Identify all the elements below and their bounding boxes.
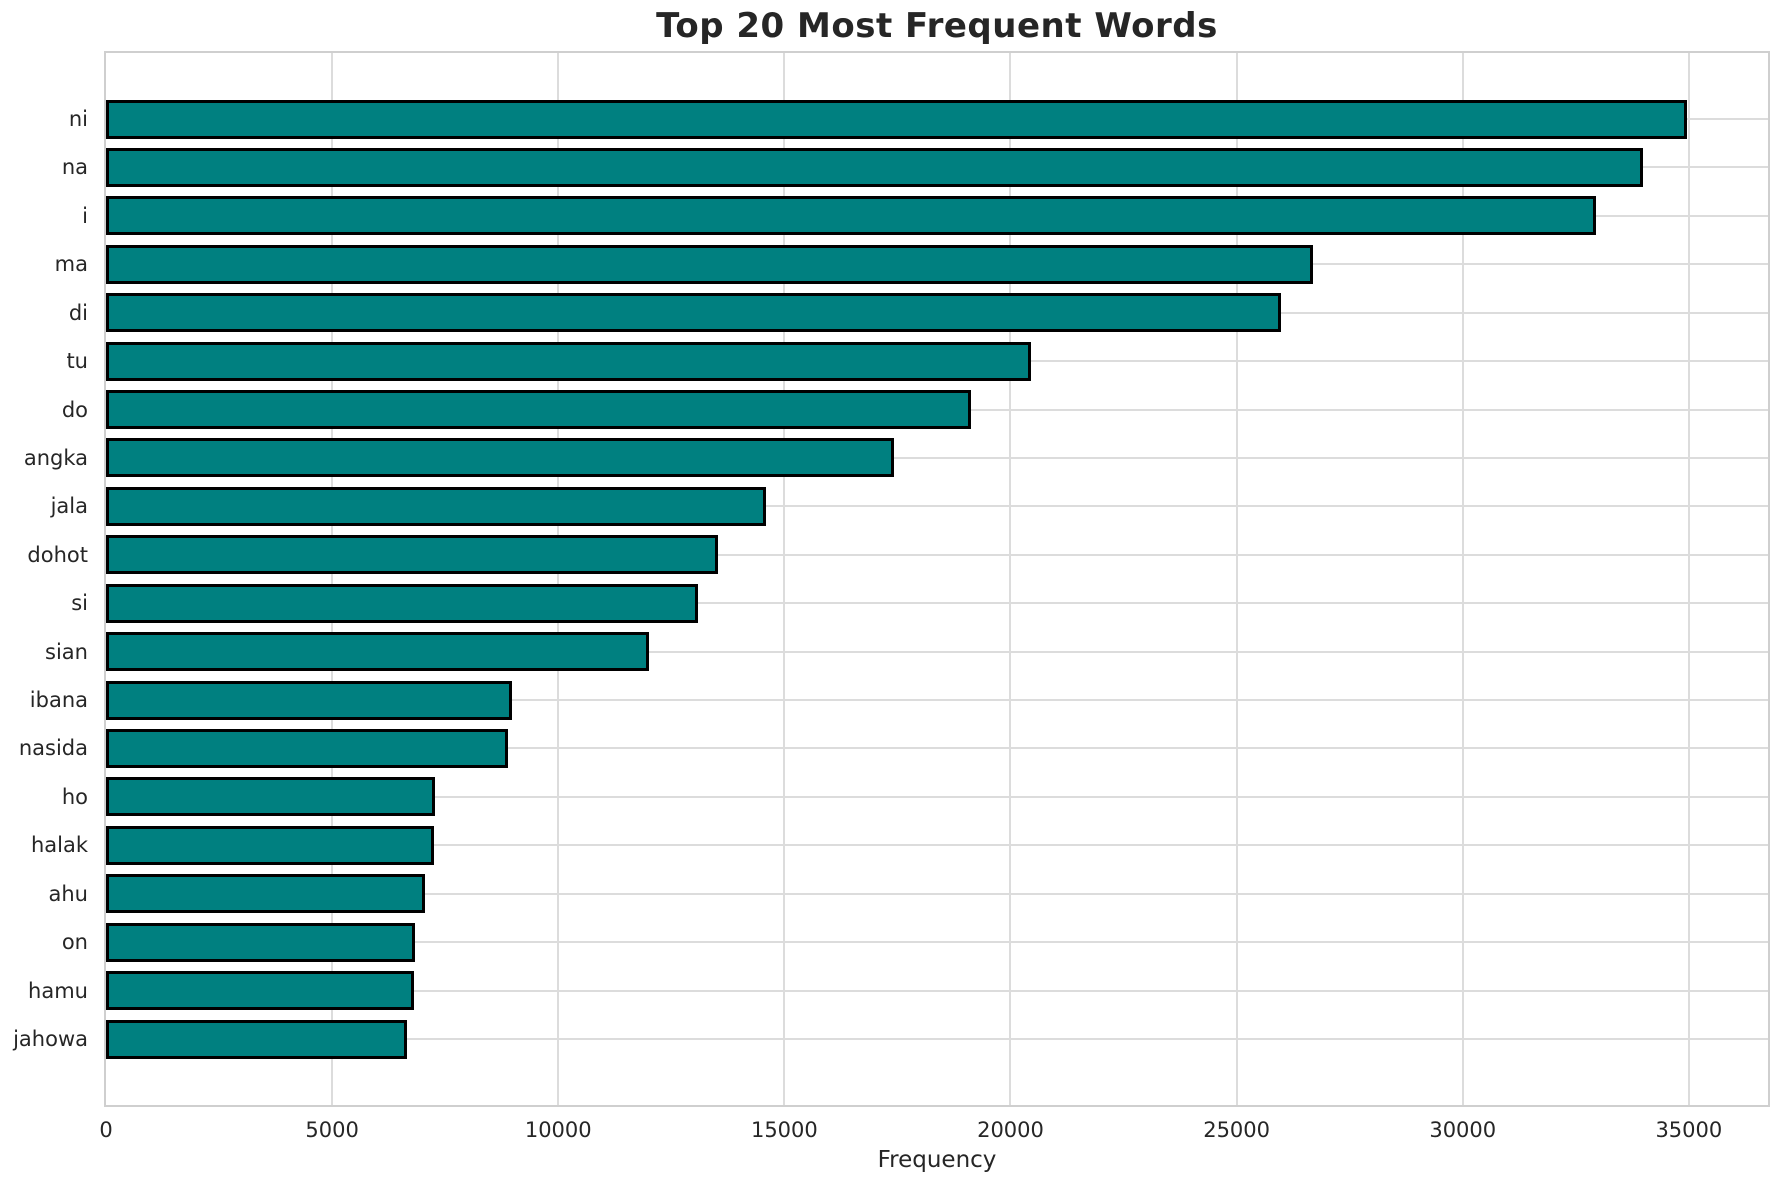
plot-area	[104, 51, 1770, 1107]
y-tick-label-ibana: ibana	[29, 688, 88, 713]
y-tick-label-jala: jala	[50, 494, 88, 519]
y-tick-label-halak: halak	[30, 833, 88, 858]
bar-jahowa	[106, 1019, 407, 1059]
bar-na	[106, 147, 1643, 187]
gridline-horizontal	[106, 699, 1768, 702]
y-tick-label-di: di	[68, 300, 88, 325]
bar-ni	[106, 99, 1687, 139]
gridline-horizontal	[106, 747, 1768, 750]
y-tick-label-si: si	[71, 591, 88, 616]
bar-angka	[106, 438, 895, 478]
gridline-horizontal	[106, 602, 1768, 605]
gridline-horizontal	[106, 553, 1768, 556]
y-tick-label-ho: ho	[61, 784, 88, 809]
bar-on	[106, 922, 415, 962]
x-tick-label-20000: 20000	[977, 1118, 1044, 1142]
bar-dohot	[106, 535, 718, 575]
y-tick-label-tu: tu	[66, 349, 88, 374]
x-axis-label: Frequency	[877, 1147, 997, 1173]
bar-ho	[106, 777, 436, 817]
y-tick-label-ma: ma	[54, 252, 88, 277]
bar-si	[106, 583, 698, 623]
x-tick-label-10000: 10000	[524, 1118, 592, 1142]
gridline-horizontal	[106, 844, 1768, 847]
y-tick-label-do: do	[61, 397, 88, 422]
bar-jala	[106, 486, 767, 526]
x-tick-label-35000: 35000	[1655, 1118, 1723, 1142]
gridline-horizontal	[106, 456, 1768, 459]
bar-ma	[106, 244, 1313, 284]
y-tick-label-ahu: ahu	[48, 881, 89, 906]
chart-title: Top 20 Most Frequent Words	[656, 6, 1218, 46]
y-tick-label-jahowa: jahowa	[13, 1027, 88, 1051]
bar-tu	[106, 341, 1031, 381]
y-tick-label-dohot: dohot	[27, 542, 88, 567]
gridline-horizontal	[106, 795, 1768, 798]
bar-nasida	[106, 728, 509, 768]
gridline-horizontal	[106, 650, 1768, 653]
y-tick-label-nasida: nasida	[18, 736, 88, 761]
x-tick-label-30000: 30000	[1429, 1118, 1497, 1142]
y-tick-label-on: on	[61, 930, 88, 955]
gridline-vertical	[1461, 53, 1464, 1105]
y-tick-label-i: i	[82, 203, 88, 228]
bar-i	[106, 196, 1596, 236]
gridline-horizontal	[106, 505, 1768, 508]
bar-ibana	[106, 680, 512, 720]
bar-ahu	[106, 874, 425, 914]
bar-di	[106, 293, 1281, 333]
gridline-horizontal	[106, 941, 1768, 944]
y-tick-label-ni: ni	[68, 107, 88, 131]
y-tick-label-na: na	[61, 155, 88, 180]
gridline-vertical	[331, 53, 334, 1105]
x-tick-label-0: 0	[99, 1118, 113, 1142]
bar-hamu	[106, 971, 415, 1011]
gridline-horizontal	[106, 1038, 1768, 1040]
y-tick-label-hamu: hamu	[28, 978, 88, 1003]
x-tick-label-15000: 15000	[750, 1118, 818, 1142]
gridline-vertical	[557, 53, 560, 1105]
y-tick-label-angka: angka	[23, 445, 88, 470]
x-tick-label-25000: 25000	[1203, 1118, 1271, 1142]
bar-do	[106, 390, 972, 430]
bar-halak	[106, 825, 434, 865]
y-tick-label-sian: sian	[45, 639, 88, 664]
gridline-horizontal	[106, 989, 1768, 992]
gridline-vertical	[783, 53, 786, 1105]
x-tick-label-5000: 5000	[305, 1118, 359, 1142]
gridline-vertical	[1235, 53, 1238, 1105]
bar-sian	[106, 632, 650, 672]
gridline-vertical	[1687, 53, 1690, 1105]
gridline-horizontal	[106, 892, 1768, 895]
gridline-vertical	[1009, 53, 1012, 1105]
